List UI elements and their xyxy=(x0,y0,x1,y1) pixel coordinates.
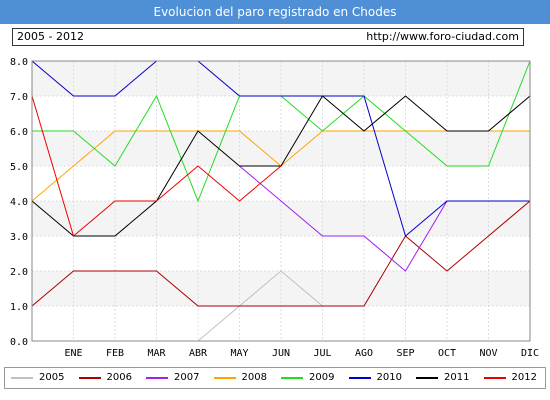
y-tick-label: 1.0 xyxy=(10,302,28,313)
legend-item-2007: 2007 xyxy=(144,368,212,388)
legend-item-2008: 2008 xyxy=(212,368,280,388)
x-tick-label: DIC xyxy=(521,348,539,359)
y-tick-label: 8.0 xyxy=(10,57,28,68)
legend: 2005 2006 2007 2008 2009 2010 2011 2012 xyxy=(4,367,546,389)
info-box: 2005 - 2012 http://www.foro-ciudad.com xyxy=(12,28,524,46)
x-tick-label: OCT xyxy=(438,348,456,359)
plot-band xyxy=(32,131,530,166)
x-tick-label: JUN xyxy=(272,348,290,359)
series-line-2012 xyxy=(31,95,282,237)
x-tick-label: MAR xyxy=(147,348,166,359)
series-line-2006 xyxy=(31,200,531,307)
x-tick-label: JUL xyxy=(313,348,331,359)
legend-swatch xyxy=(146,377,168,379)
y-tick-label: 4.0 xyxy=(10,197,28,208)
series-line-2010 xyxy=(31,60,530,237)
x-tick-label: ABR xyxy=(189,348,208,359)
legend-swatch xyxy=(281,377,303,379)
y-tick-label: 6.0 xyxy=(10,127,28,138)
legend-label: 2006 xyxy=(106,372,132,383)
y-axis: 0.0 1.0 2.0 3.0 4.0 5.0 6.0 7.0 8.0 xyxy=(10,57,28,348)
legend-item-2006: 2006 xyxy=(77,368,145,388)
y-tick-label: 7.0 xyxy=(10,92,28,103)
chart-title: Evolucion del paro registrado en Chodes xyxy=(0,0,550,24)
legend-swatch xyxy=(483,377,506,379)
legend-label: 2007 xyxy=(174,372,200,383)
legend-label: 2010 xyxy=(376,372,402,383)
legend-item-2011: 2011 xyxy=(414,368,482,388)
x-tick-label: SEP xyxy=(396,348,414,359)
plot-frame xyxy=(31,60,531,342)
y-tick-label: 2.0 xyxy=(10,267,28,278)
x-tick-label: FEB xyxy=(106,348,124,359)
x-tick-label: MAY xyxy=(230,348,248,359)
x-tick-label: ENE xyxy=(64,348,82,359)
y-tick-label: 3.0 xyxy=(10,232,28,243)
x-axis: ENE FEB MAR ABR MAY JUN JUL AGO SEP OCT NOV DIC xyxy=(64,348,539,359)
legend-swatch xyxy=(213,377,236,379)
legend-item-2010: 2010 xyxy=(347,368,415,388)
series-lines xyxy=(31,60,531,342)
legend-swatch xyxy=(416,377,438,379)
legend-item-2009: 2009 xyxy=(279,368,347,388)
y-tick-label: 0.0 xyxy=(10,337,28,348)
legend-label: 2012 xyxy=(511,372,537,383)
legend-swatch xyxy=(11,377,33,379)
legend-swatch xyxy=(348,377,371,379)
legend-label: 2008 xyxy=(241,372,267,383)
year-range: 2005 - 2012 xyxy=(17,30,84,43)
series-line-2005 xyxy=(197,270,323,342)
x-tick-label: NOV xyxy=(479,348,497,359)
plot-band xyxy=(32,271,530,306)
y-tick-label: 5.0 xyxy=(10,162,28,173)
legend-label: 2005 xyxy=(39,372,65,383)
x-tick-label: AGO xyxy=(355,348,373,359)
legend-swatch xyxy=(78,377,101,379)
legend-item-2012: 2012 xyxy=(482,368,550,388)
legend-label: 2011 xyxy=(444,372,470,383)
source-url: http://www.foro-ciudad.com xyxy=(366,30,519,43)
legend-item-2005: 2005 xyxy=(9,368,77,388)
legend-label: 2009 xyxy=(309,372,335,383)
